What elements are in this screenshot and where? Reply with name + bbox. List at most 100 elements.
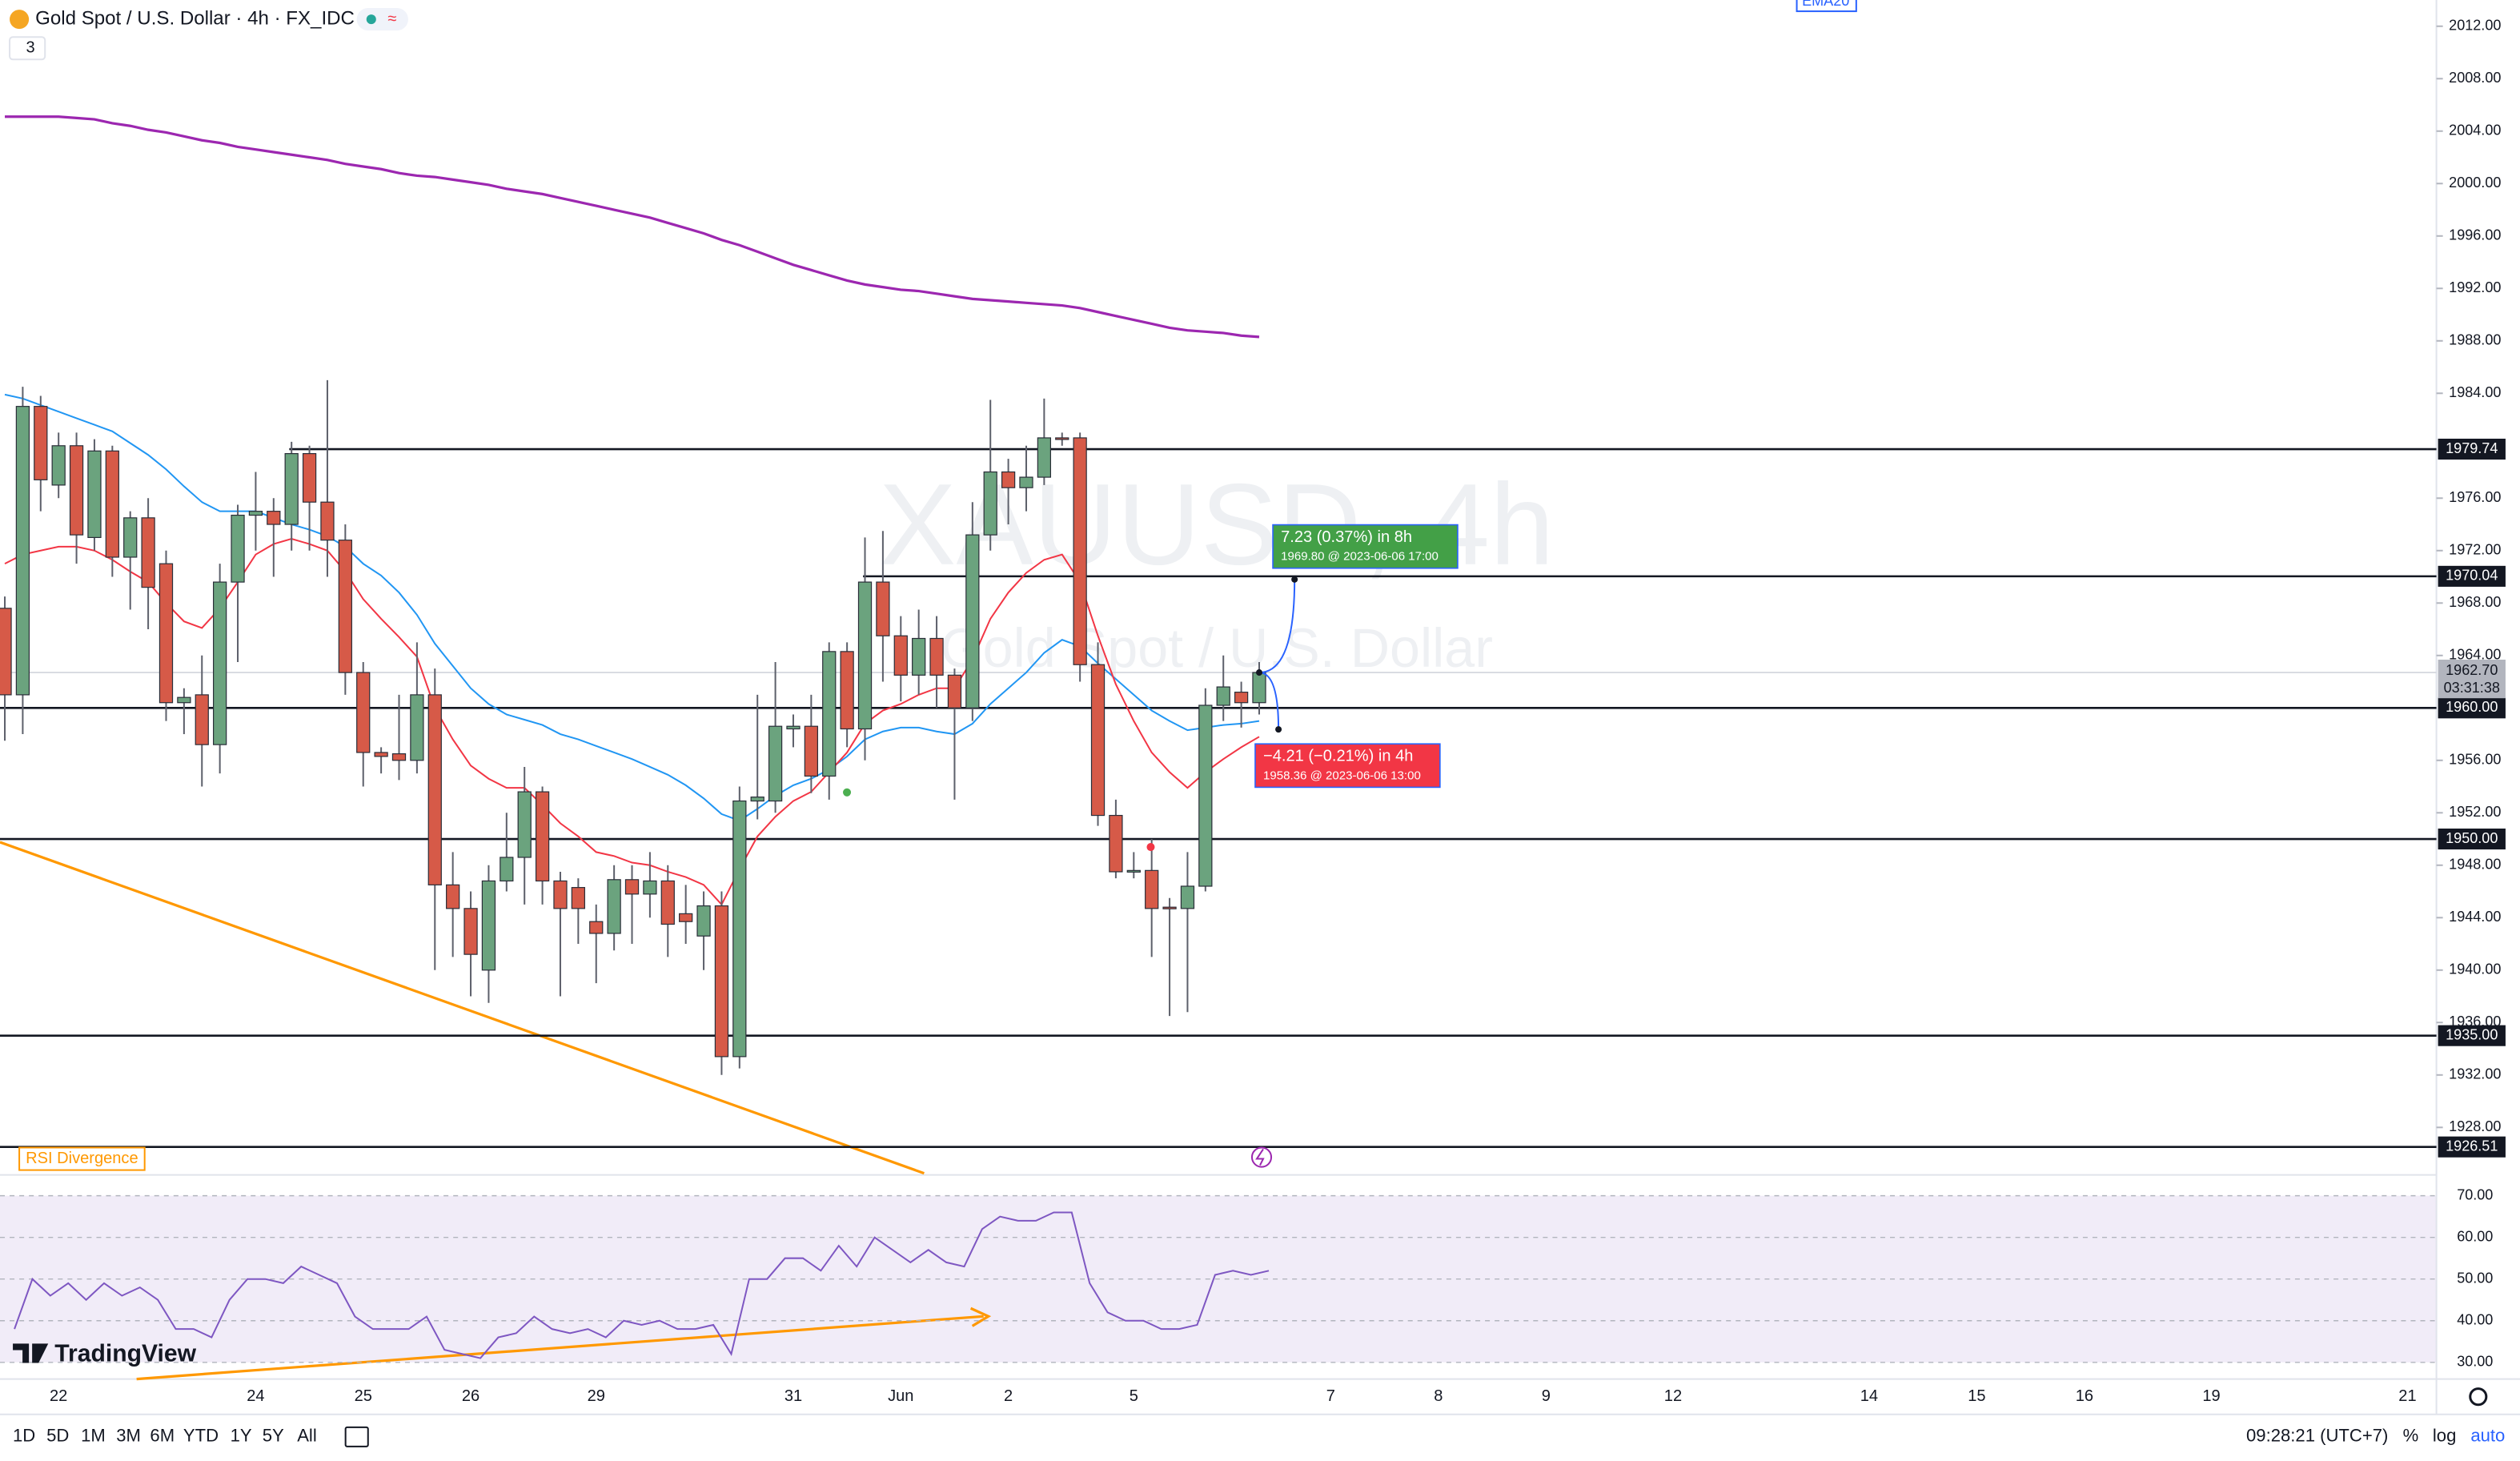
indicator-count[interactable]: 3 [26, 39, 35, 57]
indicator-toggle[interactable] [9, 36, 46, 61]
last-candle-point [1255, 669, 1263, 676]
candle-body [1126, 869, 1141, 873]
candle-body [410, 694, 424, 761]
candle-body [159, 563, 174, 704]
candle-body [1037, 437, 1052, 478]
x-tick-label: 8 [1434, 1387, 1443, 1405]
candle-body [34, 406, 48, 480]
candle-body [463, 908, 478, 955]
projection-curve [1258, 672, 1280, 730]
level-label: 1926.51 [2446, 1138, 2498, 1154]
percent-button[interactable]: % [2403, 1426, 2419, 1446]
x-tick-label: 21 [2398, 1387, 2416, 1405]
symbol-title: Gold Spot / U.S. Dollar · 4h · FX_IDC [35, 7, 355, 29]
projection-detail: 1958.36 @ 2023-06-06 13:00 [1263, 769, 1421, 782]
candle-body [571, 887, 585, 909]
projection-box [1254, 743, 1441, 789]
candle-body [213, 581, 227, 745]
ema-tag-box [1796, 0, 1857, 13]
candle-body [768, 725, 783, 802]
y-tick-label: 2004.00 [2449, 122, 2501, 138]
candle-body [481, 880, 496, 971]
rsi-trendline [136, 1314, 984, 1381]
y-tick-label: 1996.00 [2449, 227, 2501, 243]
y-tick-label: 1944.00 [2449, 909, 2501, 925]
x-tick-label: 14 [1860, 1387, 1878, 1405]
level-label-box [2438, 697, 2506, 719]
range-button[interactable]: 1M [81, 1426, 106, 1446]
candle-body [857, 581, 873, 730]
rsi-tick-label: 70.00 [2457, 1186, 2493, 1202]
candle-body [822, 651, 837, 777]
x-tick-label: 7 [1326, 1387, 1335, 1405]
y-tick-label: 1948.00 [2449, 857, 2501, 873]
candle-body [1055, 437, 1069, 440]
candle-body [248, 511, 263, 516]
auto-button[interactable]: auto [2470, 1426, 2505, 1446]
range-button[interactable]: All [297, 1426, 317, 1446]
candle-body [624, 879, 640, 895]
candle-body [786, 725, 801, 730]
range-button[interactable]: 5Y [263, 1426, 284, 1446]
candle-body [1109, 814, 1123, 873]
calendar-icon[interactable] [344, 1426, 369, 1447]
candle-body [1001, 471, 1016, 488]
x-tick-label: 15 [1968, 1387, 1985, 1405]
candle-body [1073, 437, 1087, 665]
candle-body [732, 800, 747, 1058]
y-tick-label: 1956.00 [2449, 752, 2501, 768]
candle-body [804, 725, 818, 777]
trendline [0, 841, 925, 1175]
x-tick-label: 29 [588, 1387, 605, 1405]
level-label: 1970.04 [2446, 568, 2498, 584]
rsi-line [14, 1211, 1270, 1359]
x-tick-label: 22 [50, 1387, 67, 1405]
range-button[interactable]: 5D [46, 1426, 69, 1446]
y-tick-label: 1976.00 [2449, 489, 2501, 505]
candle-body [87, 450, 102, 539]
y-tick-label: 1952.00 [2449, 804, 2501, 820]
projection-detail: 1969.80 @ 2023-06-06 17:00 [1281, 550, 1439, 564]
candle-body [643, 880, 657, 895]
candle-body [374, 752, 388, 757]
range-button[interactable]: 3M [116, 1426, 141, 1446]
candle-body [1180, 885, 1195, 909]
event-icon[interactable] [1250, 1146, 1273, 1168]
level-label-box [2438, 565, 2506, 587]
candle-body [696, 905, 711, 937]
ema-tag: EMA20 [1802, 0, 1849, 9]
log-button[interactable]: log [2433, 1426, 2456, 1446]
candle-body [1216, 686, 1230, 706]
candle-body [1252, 672, 1266, 704]
settings-icon[interactable] [2469, 1387, 2488, 1407]
y-tick-label: 1972.00 [2449, 542, 2501, 558]
candle-body [893, 635, 908, 676]
candle-body [123, 517, 138, 558]
y-tick-label: 1984.00 [2449, 384, 2501, 400]
x-tick-label: 25 [355, 1387, 372, 1405]
projection-text: −4.21 (−0.21%) in 4h [1263, 748, 1413, 765]
logo-mark [13, 1343, 49, 1363]
range-button[interactable]: 1D [13, 1426, 35, 1446]
rsi-tick-label: 60.00 [2457, 1228, 2493, 1244]
candle-body [177, 696, 191, 704]
candle-body [553, 880, 568, 909]
status-dot [366, 14, 376, 25]
annotation-box [18, 1146, 146, 1171]
candle-body [1090, 664, 1106, 817]
candle-body [195, 694, 209, 745]
range-button[interactable]: 6M [150, 1426, 175, 1446]
x-tick-label: 24 [247, 1387, 264, 1405]
candle-body [1198, 704, 1213, 887]
candle-body [500, 857, 514, 882]
level-label: 1935.00 [2446, 1026, 2498, 1042]
range-button[interactable]: YTD [183, 1426, 219, 1446]
candle-body [320, 501, 335, 541]
level-label: 1950.00 [2446, 830, 2498, 846]
rsi-arrowhead [969, 1306, 992, 1327]
candle-body [0, 608, 12, 696]
candle-body [15, 406, 30, 696]
level-label-box [2438, 828, 2506, 850]
range-button[interactable]: 1Y [231, 1426, 252, 1446]
projection-point [1291, 576, 1298, 583]
